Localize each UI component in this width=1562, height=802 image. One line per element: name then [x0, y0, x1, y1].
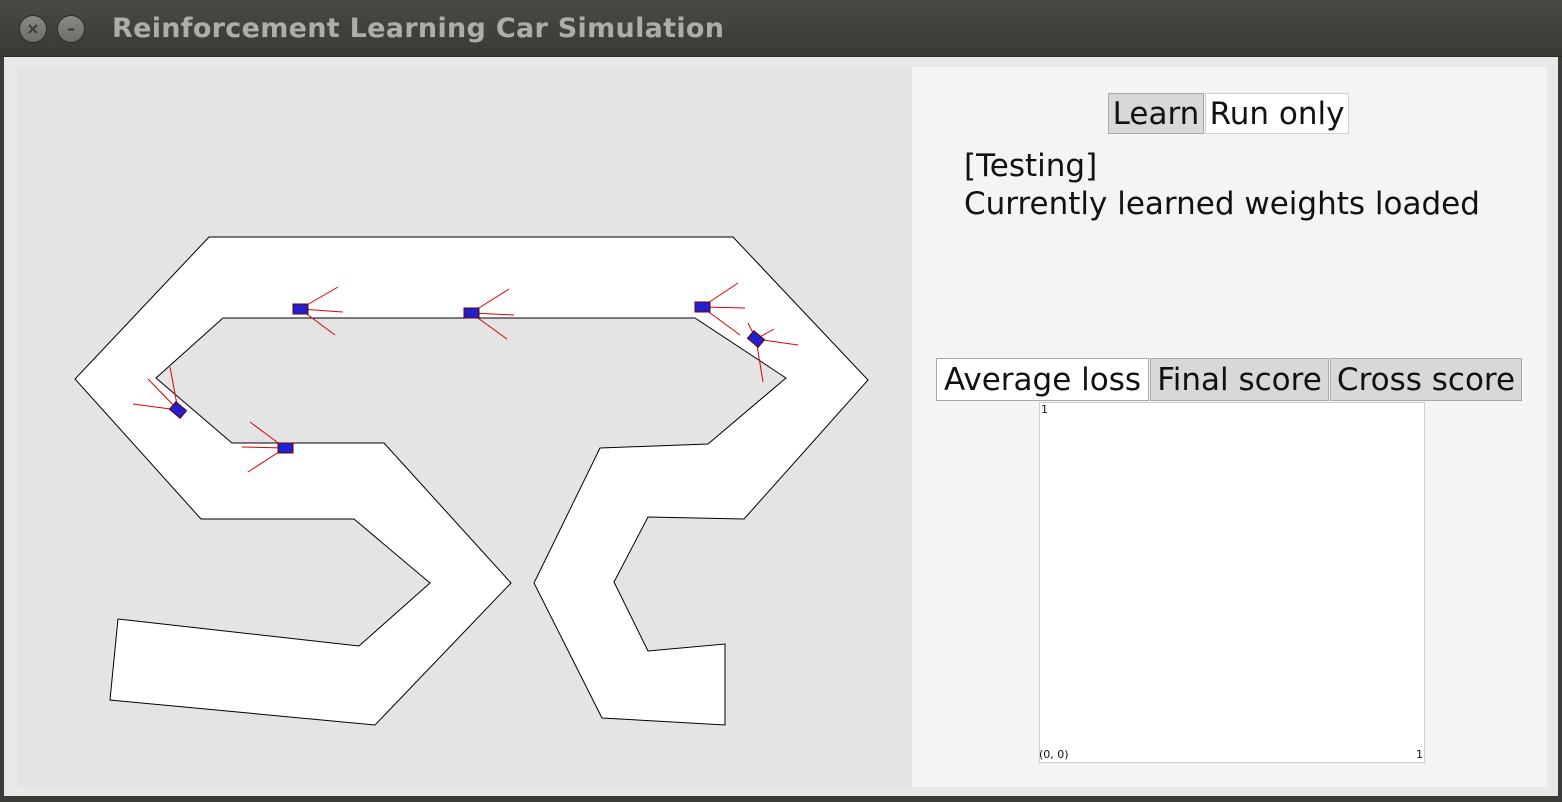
left-track [74, 236, 869, 726]
mode-label: [Testing] [964, 148, 1098, 184]
tab-average-loss[interactable]: Average loss [936, 358, 1149, 401]
car-5 [132, 366, 188, 420]
loss-graph: 1 (0, 0) 1 [1039, 402, 1425, 763]
status-message: Currently learned weights loaded [964, 186, 1480, 222]
window-title: Reinforcement Learning Car Simulation [112, 13, 725, 44]
track-view [74, 236, 869, 726]
x-max-label: 1 [1416, 748, 1423, 761]
simulation-canvas [18, 67, 914, 787]
car-6 [241, 421, 294, 473]
tab-final-score[interactable]: Final score [1150, 358, 1329, 401]
window-content: Learn Run only [Testing] Currently learn… [4, 57, 1558, 796]
run-only-button[interactable]: Run only [1205, 93, 1349, 134]
close-icon[interactable]: × [19, 15, 47, 43]
car-3 [694, 282, 746, 336]
car-1 [292, 286, 344, 336]
car-4 [746, 322, 799, 383]
window-titlebar[interactable]: × – Reinforcement Learning Car Simulatio… [0, 0, 1562, 57]
learn-button[interactable]: Learn [1108, 93, 1204, 134]
tab-cross-score[interactable]: Cross score [1330, 358, 1522, 401]
car-2 [463, 288, 515, 340]
origin-label: (0, 0) [1039, 748, 1069, 761]
minimize-icon[interactable]: – [57, 15, 85, 43]
status-text: [Testing] Currently learned weights load… [964, 147, 1480, 223]
control-panel: Learn Run only [Testing] Currently learn… [912, 67, 1547, 787]
y-max-label: 1 [1041, 403, 1048, 416]
